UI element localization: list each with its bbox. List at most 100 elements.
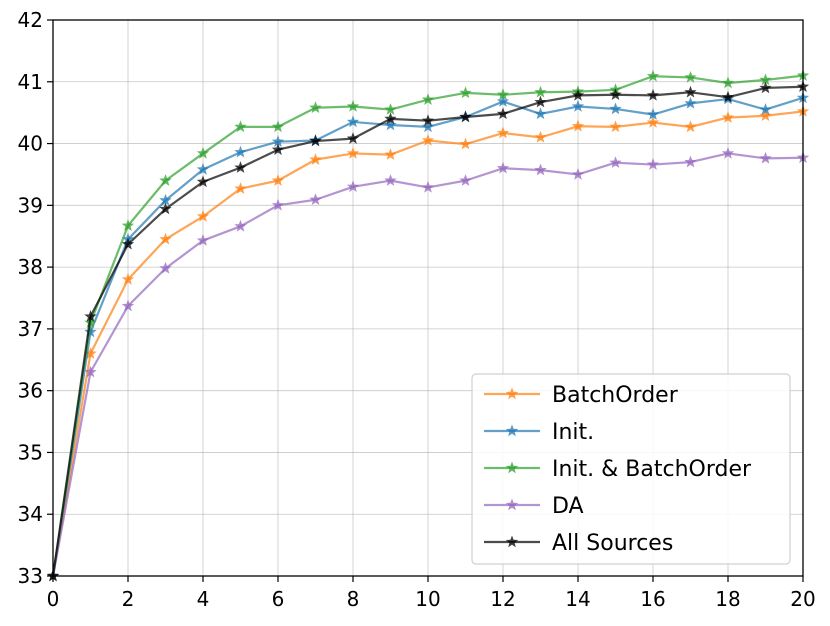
- x-tick-label: 2: [122, 587, 135, 611]
- legend-marker: [505, 535, 519, 548]
- data-point-da: [309, 193, 322, 206]
- data-point-batchorder: [84, 347, 97, 359]
- y-tick-label: 37: [18, 317, 43, 341]
- data-point-init: [84, 325, 97, 338]
- data-point-all-sources: [84, 310, 97, 322]
- x-tick-label: 10: [415, 587, 440, 611]
- data-point-da: [646, 158, 660, 170]
- data-point-batchorder: [759, 109, 772, 122]
- data-point-init-batchorder: [159, 174, 172, 186]
- data-point-batchorder: [346, 146, 360, 159]
- legend-marker: [505, 498, 519, 511]
- data-point-all-sources: [759, 81, 772, 94]
- series-lines: [46, 69, 810, 582]
- data-point-da: [609, 156, 622, 168]
- data-point-all-sources: [234, 161, 247, 173]
- data-point-da: [196, 234, 210, 246]
- x-tick-label: 6: [272, 587, 285, 611]
- data-point-all-sources: [571, 88, 585, 101]
- data-point-da: [759, 151, 772, 164]
- data-point-da: [384, 174, 397, 186]
- y-tick-label: 36: [18, 379, 43, 403]
- data-point-init-batchorder: [421, 93, 435, 105]
- data-point-init: [534, 107, 547, 120]
- data-point-init: [684, 96, 697, 109]
- data-point-batchorder: [721, 111, 735, 123]
- data-point-da: [271, 198, 285, 211]
- data-point-all-sources: [121, 237, 135, 250]
- data-point-all-sources: [534, 95, 547, 108]
- data-point-init: [646, 108, 660, 120]
- x-tick-label: 4: [197, 587, 210, 611]
- data-point-all-sources: [459, 110, 472, 123]
- data-point-batchorder: [496, 126, 510, 139]
- data-point-init-batchorder: [196, 146, 210, 159]
- data-point-batchorder: [384, 148, 397, 160]
- data-point-init-batchorder: [384, 103, 397, 115]
- y-tick-label: 33: [18, 564, 43, 588]
- data-point-init-batchorder: [684, 70, 697, 83]
- legend-label: DA: [552, 494, 584, 519]
- data-point-da: [496, 161, 510, 174]
- data-point-init: [571, 99, 585, 112]
- data-point-da: [459, 174, 472, 186]
- x-tick-label: 18: [715, 587, 740, 611]
- data-point-all-sources: [646, 88, 660, 101]
- y-tick-label: 38: [18, 255, 43, 279]
- data-point-init: [196, 163, 210, 175]
- x-tick-label: 20: [790, 587, 815, 611]
- data-point-da: [234, 219, 247, 232]
- data-point-all-sources: [496, 107, 510, 120]
- data-point-init-batchorder: [759, 73, 772, 86]
- data-point-batchorder: [234, 182, 247, 194]
- data-point-init: [609, 102, 622, 115]
- data-point-batchorder: [271, 174, 285, 186]
- data-point-batchorder: [534, 130, 547, 143]
- legend-marker: [505, 461, 519, 474]
- data-point-init: [759, 103, 772, 115]
- data-point-init-batchorder: [271, 120, 285, 133]
- data-point-all-sources: [196, 175, 210, 188]
- x-tick-label: 16: [640, 587, 665, 611]
- data-point-all-sources: [384, 112, 397, 125]
- data-point-init-batchorder: [646, 69, 660, 82]
- data-point-all-sources: [309, 134, 322, 147]
- data-point-init: [271, 135, 285, 147]
- data-point-init: [421, 120, 435, 133]
- data-point-all-sources: [346, 132, 360, 144]
- data-point-batchorder: [571, 119, 585, 132]
- data-point-batchorder: [421, 133, 435, 146]
- data-point-batchorder: [609, 120, 622, 133]
- legend-label: All Sources: [552, 531, 673, 556]
- data-point-da: [346, 180, 360, 193]
- data-point-init: [384, 118, 397, 131]
- data-point-da: [534, 163, 547, 176]
- x-tick-label: 8: [347, 587, 360, 611]
- data-point-all-sources: [684, 85, 697, 98]
- data-point-init: [346, 115, 360, 128]
- data-point-init-batchorder: [721, 76, 735, 89]
- data-point-batchorder: [459, 137, 472, 150]
- data-point-all-sources: [721, 90, 735, 103]
- data-point-init: [496, 95, 510, 107]
- data-point-batchorder: [646, 116, 660, 128]
- legend-label: Init.: [552, 420, 594, 445]
- data-point-init-batchorder: [309, 101, 322, 113]
- data-point-init-batchorder: [234, 120, 247, 133]
- data-point-all-sources: [609, 88, 622, 101]
- y-tick-label: 34: [18, 502, 43, 526]
- data-point-init: [234, 145, 247, 158]
- axis-ticks: 0 2 4 6 8 10 12 14 16 18 20 33 34 35 36 37 38 39 40 41 42: [18, 8, 816, 611]
- data-point-da: [421, 180, 435, 193]
- y-tick-label: 42: [18, 8, 43, 32]
- y-tick-label: 40: [18, 132, 43, 156]
- x-tick-label: 14: [565, 587, 590, 611]
- data-point-da: [84, 365, 97, 378]
- data-point-init-batchorder: [459, 86, 472, 99]
- data-point-batchorder: [121, 272, 135, 285]
- y-tick-label: 35: [18, 440, 43, 464]
- data-point-init-batchorder: [534, 85, 547, 98]
- data-point-batchorder: [684, 120, 697, 133]
- data-point-init: [159, 193, 172, 206]
